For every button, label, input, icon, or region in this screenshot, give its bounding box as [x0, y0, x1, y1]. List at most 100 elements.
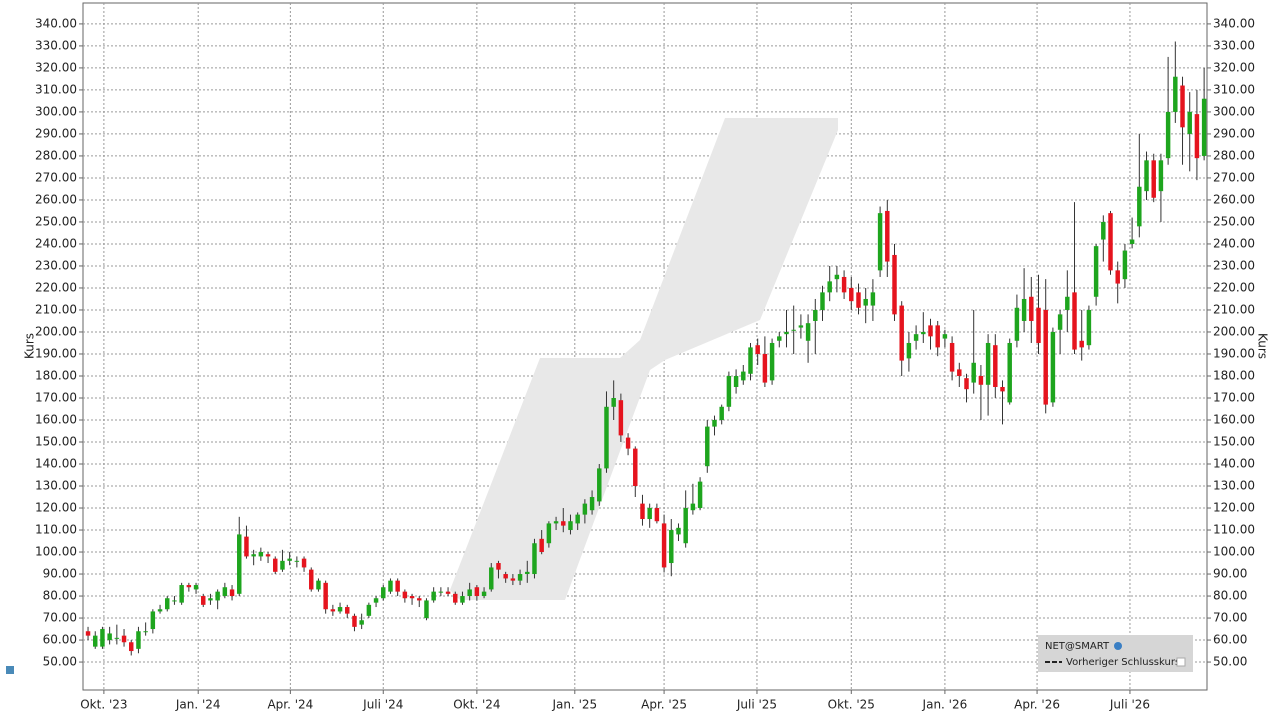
candle-body [453, 593, 458, 603]
y-tick-label: 140.00 [1213, 457, 1255, 471]
y-tick-label: 340.00 [1213, 16, 1255, 30]
candle-body [431, 591, 436, 601]
candle-body [582, 503, 588, 515]
candle-body [597, 468, 602, 502]
legend-checkbox[interactable] [1176, 657, 1186, 667]
y-tick-label: 170.00 [1213, 390, 1255, 404]
candle-body [402, 591, 408, 599]
y-tick-label: 50.00 [43, 655, 77, 669]
candle-body [971, 362, 976, 383]
y-tick-label: 210.00 [35, 302, 77, 316]
candle-body [611, 397, 616, 407]
candle-body [784, 331, 789, 335]
candle-body [381, 587, 386, 599]
candle-body [294, 560, 300, 562]
y-tick-label: 330.00 [35, 38, 77, 52]
candle-body [129, 642, 134, 652]
y-tick-label: 160.00 [35, 412, 77, 426]
candle-body [546, 523, 552, 544]
candle-body [417, 598, 422, 601]
candle-body [1029, 296, 1034, 321]
y-tick-label: 240.00 [1213, 236, 1255, 250]
candle-body [172, 600, 177, 602]
candle-body [157, 609, 163, 612]
y-tick-label: 110.00 [1213, 523, 1255, 537]
y-tick-label: 320.00 [1213, 60, 1255, 74]
x-tick-label: Okt. '24 [453, 698, 500, 712]
y-tick-label: 110.00 [35, 523, 77, 537]
candle-body [676, 527, 681, 535]
candle-body [136, 631, 141, 649]
y-tick-label: 310.00 [35, 82, 77, 96]
y-tick-label: 130.00 [1213, 479, 1255, 493]
y-tick-label: 160.00 [1213, 412, 1255, 426]
candle-body [1000, 386, 1005, 392]
candle-body [755, 345, 760, 354]
y-tick-label: 70.00 [1213, 611, 1247, 625]
candle-body [841, 276, 847, 293]
candle-body [690, 503, 696, 511]
candle-body [287, 558, 292, 561]
candle-body [1122, 250, 1128, 280]
candle-body [186, 585, 192, 588]
candle-body [510, 578, 516, 581]
y-tick-label: 140.00 [35, 457, 77, 471]
candle-body [1086, 309, 1092, 346]
y-tick-label: 280.00 [1213, 148, 1255, 162]
candle-body [726, 375, 732, 407]
candle-body [438, 591, 444, 593]
candle-body [733, 375, 739, 387]
candle-body [647, 508, 652, 520]
candle-body [222, 587, 228, 597]
candle-body [697, 481, 703, 509]
candle-body [359, 620, 364, 625]
y-tick-label: 230.00 [35, 258, 77, 272]
candle-body [1050, 331, 1056, 403]
y-tick-label: 280.00 [35, 148, 77, 162]
legend-box [1038, 635, 1193, 672]
y-tick-label: 80.00 [1213, 589, 1247, 603]
corner-icon [6, 666, 14, 674]
candle-body [949, 342, 955, 372]
candle-body [1057, 314, 1063, 330]
candle-body [1173, 76, 1178, 112]
candle-body [337, 607, 343, 612]
legend-globe [1114, 642, 1122, 650]
y-tick-label: 150.00 [1213, 435, 1255, 449]
candle-body [834, 274, 840, 280]
y-tick-label: 320.00 [35, 60, 77, 74]
y-tick-label: 60.00 [43, 633, 77, 647]
candle-body [805, 323, 811, 341]
candle-body [395, 580, 400, 592]
candle-body [1093, 246, 1099, 297]
y-tick-label: 270.00 [35, 170, 77, 184]
y-tick-label: 300.00 [1213, 104, 1255, 118]
candle-body [993, 345, 998, 387]
y-tick-label: 120.00 [35, 501, 77, 515]
candle-body [121, 635, 127, 643]
candles [85, 41, 1207, 656]
candle-body [892, 254, 897, 315]
candle-body [265, 554, 271, 557]
candle-body [539, 538, 544, 553]
x-tick-label: Jan. '26 [922, 698, 968, 712]
y-axis-title-right: Kurs [1256, 333, 1270, 359]
watermark-logo [450, 118, 838, 600]
candle-body [107, 633, 112, 641]
candle-body [1158, 160, 1164, 192]
candle-body [323, 582, 328, 610]
x-tick-label: Jan. '24 [175, 698, 221, 712]
candle-body [143, 631, 148, 633]
candle-body [877, 213, 883, 271]
candle-body [863, 298, 868, 306]
candle-body [1129, 239, 1135, 244]
candle-body [424, 600, 429, 619]
x-tick-label: Apr. '25 [641, 698, 687, 712]
candle-body [330, 609, 336, 612]
y-tick-label: 220.00 [35, 280, 77, 294]
candle-body [957, 369, 962, 376]
candle-body [280, 560, 285, 570]
candle-body [899, 305, 904, 361]
